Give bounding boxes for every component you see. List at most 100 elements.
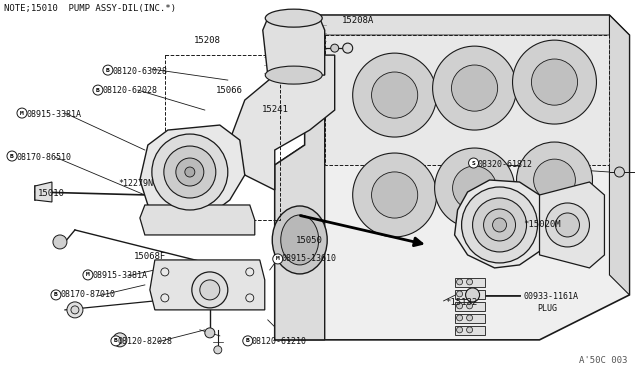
Circle shape <box>614 167 625 177</box>
Circle shape <box>556 213 579 237</box>
Circle shape <box>467 327 472 333</box>
Ellipse shape <box>281 215 319 265</box>
Circle shape <box>205 328 215 338</box>
Circle shape <box>468 158 479 168</box>
Circle shape <box>372 72 418 118</box>
Circle shape <box>484 209 516 241</box>
Ellipse shape <box>265 66 322 84</box>
Circle shape <box>467 315 472 321</box>
Text: S: S <box>472 161 476 166</box>
Text: 08120-61210: 08120-61210 <box>252 337 307 346</box>
Circle shape <box>164 146 216 198</box>
Circle shape <box>456 327 463 333</box>
Circle shape <box>7 151 17 161</box>
Text: *12279N: *12279N <box>118 179 153 188</box>
Text: B: B <box>114 339 118 343</box>
Circle shape <box>67 302 83 318</box>
Circle shape <box>93 85 103 95</box>
Circle shape <box>451 65 498 111</box>
Circle shape <box>273 254 283 264</box>
Text: 15208: 15208 <box>194 36 221 45</box>
Text: A'50C 003: A'50C 003 <box>579 356 628 365</box>
Circle shape <box>51 290 61 300</box>
Polygon shape <box>140 205 255 235</box>
Circle shape <box>161 294 169 302</box>
Circle shape <box>176 158 204 186</box>
Circle shape <box>534 159 575 201</box>
Circle shape <box>331 44 339 52</box>
Bar <box>454 302 484 311</box>
Text: 08320-61812: 08320-61812 <box>477 160 532 169</box>
Circle shape <box>192 272 228 308</box>
Circle shape <box>103 65 113 75</box>
Polygon shape <box>609 15 629 295</box>
Circle shape <box>472 198 527 252</box>
Circle shape <box>214 346 222 354</box>
Circle shape <box>513 40 596 124</box>
Circle shape <box>456 315 463 321</box>
Ellipse shape <box>272 206 327 274</box>
Circle shape <box>467 303 472 309</box>
Text: M: M <box>86 272 90 278</box>
Polygon shape <box>275 35 324 340</box>
Text: B: B <box>10 154 14 158</box>
Polygon shape <box>275 15 629 340</box>
Circle shape <box>531 59 577 105</box>
Circle shape <box>246 294 254 302</box>
Text: 15241: 15241 <box>262 105 289 114</box>
Circle shape <box>342 43 353 53</box>
Circle shape <box>516 142 593 218</box>
Text: 15050: 15050 <box>296 236 323 245</box>
Circle shape <box>433 46 516 130</box>
Text: *15132: *15132 <box>445 298 478 307</box>
Circle shape <box>161 268 169 276</box>
Circle shape <box>467 279 472 285</box>
Circle shape <box>467 291 472 297</box>
Text: B: B <box>54 292 58 297</box>
Circle shape <box>545 203 589 247</box>
Text: 08915-3381A: 08915-3381A <box>27 110 82 119</box>
Polygon shape <box>230 55 335 190</box>
Circle shape <box>353 153 436 237</box>
Text: *15020M: *15020M <box>524 220 561 229</box>
Circle shape <box>111 336 121 346</box>
Circle shape <box>452 166 497 210</box>
Circle shape <box>461 187 538 263</box>
Circle shape <box>71 306 79 314</box>
Text: B: B <box>246 339 250 343</box>
Text: PLUG: PLUG <box>538 304 557 313</box>
Circle shape <box>113 333 127 347</box>
Text: 08120-62028: 08120-62028 <box>103 86 158 95</box>
Circle shape <box>456 291 463 297</box>
Circle shape <box>493 218 506 232</box>
Polygon shape <box>324 35 609 165</box>
Circle shape <box>435 148 515 228</box>
Circle shape <box>465 288 479 302</box>
Circle shape <box>152 134 228 210</box>
Circle shape <box>353 53 436 137</box>
Text: 08120-63028: 08120-63028 <box>113 67 168 76</box>
Circle shape <box>17 108 27 118</box>
Circle shape <box>83 270 93 280</box>
Polygon shape <box>305 15 629 35</box>
Text: M: M <box>20 110 24 116</box>
Text: 08915-13610: 08915-13610 <box>282 254 337 263</box>
Circle shape <box>185 167 195 177</box>
Polygon shape <box>263 18 324 75</box>
Bar <box>454 278 484 287</box>
Polygon shape <box>454 180 547 268</box>
Text: 15068F: 15068F <box>134 252 166 261</box>
Circle shape <box>456 279 463 285</box>
Polygon shape <box>35 182 52 202</box>
Bar <box>454 314 484 323</box>
Text: 00933-1161A: 00933-1161A <box>524 292 579 301</box>
Text: 08170-86510: 08170-86510 <box>17 153 72 162</box>
Polygon shape <box>540 182 604 268</box>
Circle shape <box>372 172 418 218</box>
Text: 08915-3381A: 08915-3381A <box>93 271 148 280</box>
Text: M: M <box>276 256 280 262</box>
Text: B: B <box>106 68 110 73</box>
Polygon shape <box>150 260 265 310</box>
Text: 15066: 15066 <box>216 86 243 95</box>
Text: NOTE;15010  PUMP ASSY-DIL(INC.*): NOTE;15010 PUMP ASSY-DIL(INC.*) <box>4 4 176 13</box>
